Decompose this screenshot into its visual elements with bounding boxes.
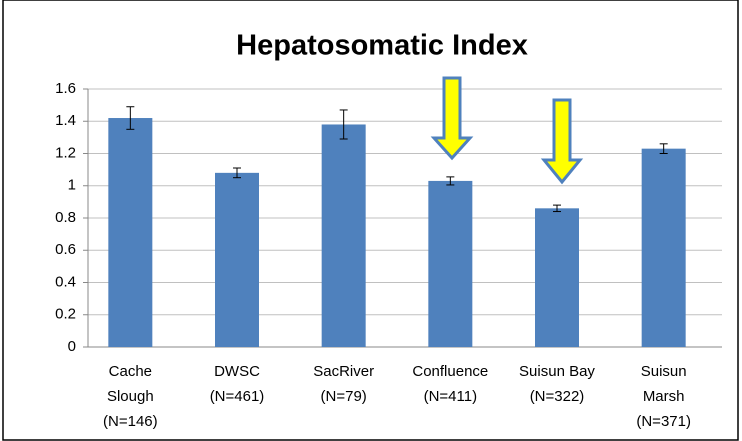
x-tick-label: Suisun [641,363,687,380]
chart-title: Hepatosomatic Index [236,30,528,62]
y-tick-label: 0.4 [55,273,76,290]
bar [108,118,153,348]
bar [215,172,259,347]
bar [321,124,366,347]
arrow [430,76,474,161]
x-tick-label: Marsh [643,388,685,405]
y-tick-label: 0.6 [55,241,76,258]
x-tick-label: SacRiver [313,363,374,380]
y-tick-label: 0 [68,338,76,355]
x-tick-label: (N=322) [530,388,585,405]
plot-area: 0 0.2 0.4 0.6 0.8 1 1.2 1.4 1.6 Cache Slough (N=146… [55,80,722,430]
y-tick-label: 0.2 [55,306,76,323]
x-tick-label: (N=461) [210,388,265,405]
x-tick-label: (N=411) [424,388,478,405]
x-tick-label: (N=146) [103,413,158,430]
x-tick-label: Confluence [412,363,488,380]
x-tick-label: DWSC [214,363,260,380]
arrow [540,98,584,185]
x-tick-label: Suisun Bay [519,363,595,380]
bar [428,180,473,347]
y-tick-label: 1.6 [55,80,76,97]
bar [641,148,686,347]
y-tick-label: 1.4 [55,112,76,129]
x-tick-label: Slough [107,388,154,405]
x-tick-label: (N=371) [636,413,691,430]
y-tick-label: 0.8 [55,209,76,226]
x-tick-label: Cache [109,363,152,380]
x-tick-label: (N=79) [321,388,367,405]
y-tick-label: 1.2 [55,144,76,161]
bar [535,208,579,347]
y-tick-label: 1 [68,177,76,194]
